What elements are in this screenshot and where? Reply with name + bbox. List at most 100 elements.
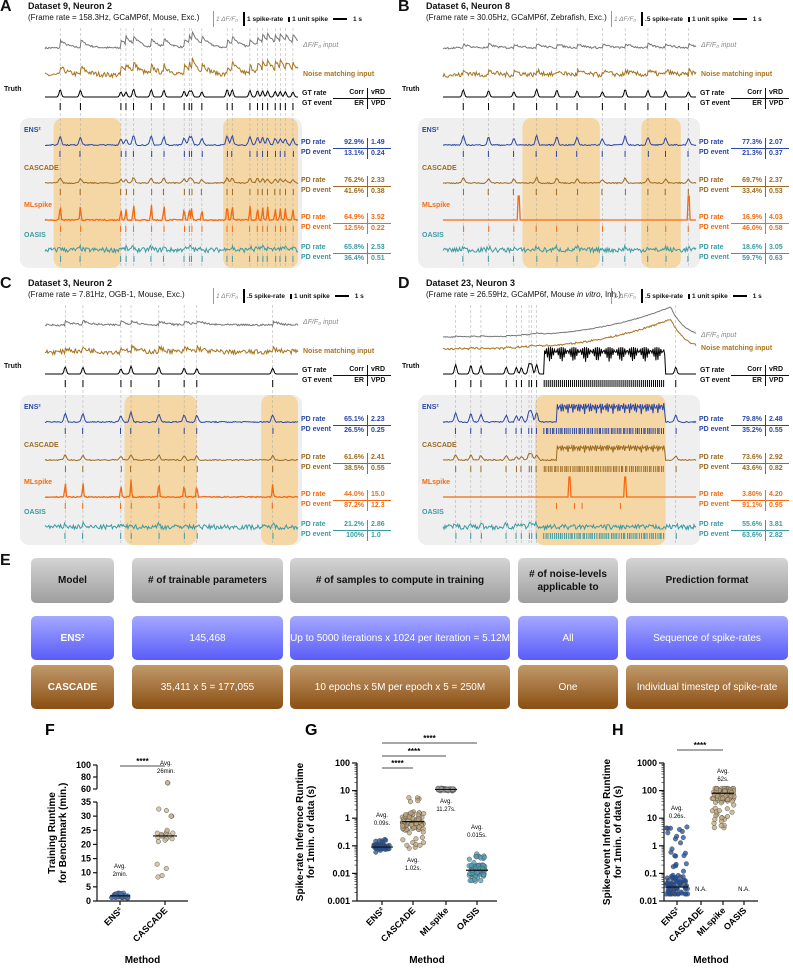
table-header-cell: # of trainable parameters (132, 558, 283, 603)
noise-trace (44, 343, 299, 357)
scale-rate: .5 spike-rate (641, 12, 683, 26)
er-value: 46.0% (731, 224, 766, 234)
scale-spike-label: 1 unit spike (292, 15, 328, 23)
avg-label: 26min. (157, 769, 175, 775)
data-point (718, 800, 724, 806)
y-tick-label: 5 (86, 882, 91, 892)
truth-label: Truth (402, 86, 420, 93)
cascade-point (155, 874, 161, 880)
table-cell: 145,468 (132, 616, 283, 660)
pd-event-label: PD event (301, 531, 331, 538)
mlspike-metrics: 64.9% 3.52 12.5% 0.22 (333, 213, 391, 234)
corr-value: 18.6% (731, 243, 766, 253)
oasis-method-label: OASIS (422, 232, 444, 239)
pd-rate-label: PD rate (699, 416, 724, 423)
table-cell: One (518, 665, 618, 709)
y-tick-label: 1 (652, 841, 657, 851)
ens-rate-trace (44, 410, 299, 424)
gt-event-label: GT event (700, 100, 730, 107)
vpd-value: 2.82 (769, 532, 783, 539)
vpd-value: 0.24 (371, 150, 385, 157)
noise-input-label: Noise matching input (303, 348, 375, 355)
cascade-point (162, 837, 168, 843)
mlspike-rate-trace (443, 195, 696, 221)
avg-label: 0.015s. (467, 833, 487, 839)
data-point (681, 868, 687, 874)
panel-subtitle: (Frame rate = 26.59Hz, GCaMP6f, Mouse in… (426, 290, 621, 299)
df-trace (44, 30, 299, 50)
pd-rate-label: PD rate (699, 454, 724, 461)
scale-rate: 1 spike-rate (243, 12, 283, 26)
y-tick-label: 80 (81, 772, 91, 782)
y-tick-label: 0.01 (332, 868, 350, 878)
vpd-value: 0.58 (769, 225, 783, 232)
data-point (468, 862, 474, 868)
avg-label: 2min. (113, 872, 128, 878)
oasis-rate-trace (44, 243, 299, 255)
gt-rate-label: GT rate (302, 90, 327, 97)
er-value: 41.6% (333, 187, 368, 197)
scale-rate-label: .5 spike-rate (645, 292, 683, 300)
vpd-header: VPD (769, 377, 784, 384)
vrd-value: 3.81 (769, 521, 783, 528)
data-point (729, 809, 735, 815)
ens-method-label: ENS² (24, 127, 41, 134)
ens-point (112, 894, 118, 900)
data-point (724, 806, 730, 812)
y-axis-label: for 1min. of data (s) (613, 786, 624, 879)
y-tick-label: 100 (76, 760, 91, 770)
pd-event-label: PD event (699, 187, 729, 194)
data-point (416, 824, 422, 830)
corr-header: Corr (333, 365, 368, 375)
y-axis-label: for Benchmark (min.) (58, 783, 69, 884)
pd-event-label: PD event (699, 254, 729, 261)
vrd-value: 2.92 (769, 454, 783, 461)
scale-time-label: 1 s (752, 15, 762, 23)
scale-time: 1 s (332, 16, 362, 23)
vpd-value: 0.82 (769, 465, 783, 472)
cascade-point (156, 806, 162, 812)
panel-letter: B (398, 0, 410, 15)
scale-df: 1 ΔF/F₀ (611, 288, 636, 304)
cascade-method-label: CASCADE (422, 165, 457, 172)
avg-label: Avg. (471, 825, 483, 831)
traces-plot (20, 28, 302, 268)
vrd-value: 3.52 (371, 214, 385, 221)
na-label: N.A. (738, 887, 750, 893)
corr-value: 65.8% (333, 243, 368, 253)
data-point (725, 797, 731, 803)
scale-time-bar (332, 18, 347, 20)
corr-header: Corr (731, 88, 766, 98)
panel-c: C Dataset 3, Neuron 2 (Frame rate = 7.81Hz… (0, 275, 393, 549)
er-header: ER (731, 376, 766, 386)
er-value: 59.7% (731, 254, 766, 264)
er-value: 33.4% (731, 187, 766, 197)
er-value: 12.5% (333, 224, 368, 234)
vrd-value: 1.49 (371, 139, 385, 146)
scale-df: 1 ΔF/F₀ (611, 11, 636, 27)
table-header-cell: # of samples to compute in training (290, 558, 510, 603)
runtime-charts: F ENS² CASCADE Method Training Runtime for Be… (45, 722, 758, 966)
y-tick-label: 25 (81, 825, 91, 835)
oasis-metrics: 65.8% 2.53 36.4% 0.51 (333, 243, 391, 264)
ens-rate-trace (44, 134, 299, 147)
scale-spike-bar (288, 16, 291, 22)
oasis-method-label: OASIS (24, 232, 46, 239)
avg-label: Avg. (160, 761, 172, 767)
scale-df-label: 1 ΔF/F₀ (614, 292, 637, 300)
data-point (478, 878, 484, 884)
pd-rate-label: PD rate (699, 521, 724, 528)
scale-rate-bar (243, 289, 246, 303)
scale-df-bar (611, 288, 612, 304)
cascade-point (163, 807, 169, 813)
mlspike-method-label: MLspike (422, 202, 451, 209)
pd-rate-label: PD rate (699, 214, 724, 221)
data-point (400, 837, 406, 843)
vpd-value: 0.38 (371, 188, 385, 195)
truth-trace (443, 88, 696, 98)
table-cell: All (518, 616, 618, 660)
traces-plot (418, 305, 700, 545)
y-tick-label: 35 (81, 797, 91, 807)
vpd-value: 0.51 (371, 255, 385, 262)
cascade-point (163, 865, 169, 871)
